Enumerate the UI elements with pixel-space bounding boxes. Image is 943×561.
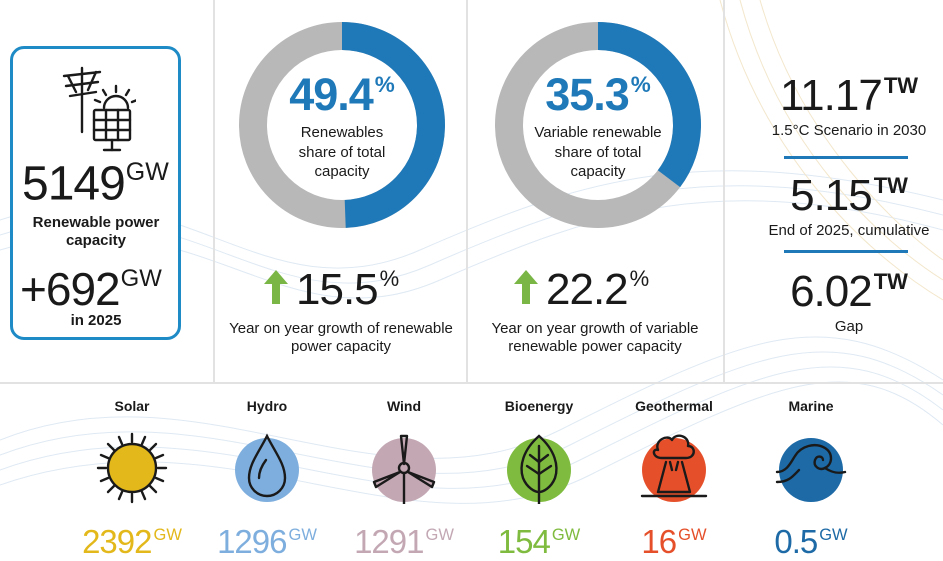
divider-horizontal xyxy=(0,382,943,384)
tech-geothermal: Geothermal 16 GW xyxy=(614,398,734,561)
scenario-target-unit: TW xyxy=(883,72,919,98)
tech-value: 1291 GW xyxy=(344,523,464,561)
target-separator xyxy=(784,250,908,253)
up-arrow-icon xyxy=(264,270,288,304)
current-capacity-number: 5.15 xyxy=(790,171,873,220)
tech-number: 2392 xyxy=(82,523,152,560)
tech-name: Hydro xyxy=(246,398,288,414)
tech-number: 0.5 xyxy=(774,523,818,560)
tech-unit: GW xyxy=(551,525,581,544)
renewables-share-center: 49.4% Renewables share of total capacity xyxy=(262,72,422,182)
capacity-panel xyxy=(10,46,181,340)
tech-wind: Wind 1291 GW xyxy=(344,398,464,561)
tech-hydro: Hydro 1296 GW xyxy=(207,398,327,561)
divider-3 xyxy=(723,0,725,382)
tech-unit: GW xyxy=(678,525,707,544)
added-capacity-unit: GW xyxy=(120,265,162,293)
scenario-target-number: 11.17 xyxy=(779,71,883,120)
capacity-gap-unit: TW xyxy=(873,268,908,294)
renewables-share-donut xyxy=(239,22,445,228)
variable-share-donut xyxy=(495,22,701,228)
variable-growth-number: 22.2 xyxy=(546,265,629,314)
tech-unit: GW xyxy=(425,525,454,544)
water-drop-icon xyxy=(235,433,299,502)
leaf-icon xyxy=(507,434,571,506)
donut-share-arc xyxy=(495,22,701,228)
total-capacity-label: Renewable power capacity xyxy=(32,214,160,249)
divider-1 xyxy=(213,0,215,382)
capacity-gap: 6.02TW Gap xyxy=(756,270,942,336)
tech-value: 16 GW xyxy=(614,523,734,561)
variable-share-unit: % xyxy=(630,72,651,97)
renewables-share-unit: % xyxy=(374,72,395,97)
tech-unit: GW xyxy=(153,525,182,544)
total-capacity-number: 5149 xyxy=(22,157,126,211)
tech-name: Marine xyxy=(788,398,834,414)
tech-unit: GW xyxy=(819,525,848,544)
variable-growth-value: 22.2% xyxy=(512,268,649,312)
renewables-share-number: 49.4 xyxy=(289,69,374,120)
capacity-gap-number: 6.02 xyxy=(790,267,873,316)
tech-number: 154 xyxy=(497,523,551,560)
tech-unit: GW xyxy=(288,525,317,544)
renewables-growth-unit: % xyxy=(379,266,400,292)
added-capacity-value: +692GW xyxy=(20,266,162,312)
renewables-share-label: Renewables share of total capacity xyxy=(298,124,386,180)
renewables-share-value: 49.4% xyxy=(262,72,422,117)
tech-marine: Marine 0.5 GW xyxy=(751,398,871,561)
tech-value: 2392 GW xyxy=(72,523,192,561)
variable-share-center: 35.3% Variable renewable share of total … xyxy=(518,72,678,182)
added-capacity-label: in 2025 xyxy=(70,312,122,329)
variable-growth-unit: % xyxy=(629,266,650,292)
current-capacity-value: 5.15TW xyxy=(756,174,942,218)
total-capacity-value: 5149GW xyxy=(22,160,169,208)
renewables-growth-value: 15.5% xyxy=(262,268,399,312)
tech-name: Bioenergy xyxy=(504,398,574,414)
variable-share-number: 35.3 xyxy=(545,69,630,120)
scenario-target-label: 1.5°C Scenario in 2030 xyxy=(771,122,927,139)
renewables-growth-number: 15.5 xyxy=(296,265,379,314)
tech-number: 1291 xyxy=(354,523,424,560)
total-capacity-unit: GW xyxy=(125,158,169,186)
tech-bioenergy: Bioenergy 154 GW xyxy=(479,398,599,561)
tech-name: Solar xyxy=(114,398,150,414)
divider-2 xyxy=(466,0,468,382)
added-capacity-number: +692 xyxy=(20,263,121,315)
tech-solar: Solar 2392 GW xyxy=(72,398,192,561)
current-capacity-unit: TW xyxy=(873,172,908,198)
current-capacity: 5.15TW End of 2025, cumulative xyxy=(756,174,942,240)
target-separator xyxy=(784,156,908,159)
donut-share-arc xyxy=(239,22,445,228)
volcano-icon xyxy=(640,434,708,502)
up-arrow-icon xyxy=(514,270,538,304)
sun-icon xyxy=(96,432,168,504)
grid-solar-icon xyxy=(62,66,136,152)
tech-value: 1296 GW xyxy=(207,523,327,561)
tech-name: Geothermal xyxy=(635,398,713,414)
renewables-growth-label: Year on year growth of renewable power c… xyxy=(229,320,453,355)
current-capacity-label: End of 2025, cumulative xyxy=(768,222,930,239)
tech-name: Wind xyxy=(386,398,422,414)
scenario-target-value: 11.17TW xyxy=(756,74,942,118)
variable-share-value: 35.3% xyxy=(518,72,678,117)
variable-growth-label: Year on year growth of variable renewabl… xyxy=(491,320,699,355)
scenario-target: 11.17TW 1.5°C Scenario in 2030 xyxy=(756,74,942,140)
tech-number: 1296 xyxy=(217,523,287,560)
tech-value: 154 GW xyxy=(479,523,599,561)
capacity-gap-label: Gap xyxy=(834,318,864,335)
tech-number: 16 xyxy=(641,523,677,560)
wave-icon xyxy=(775,438,847,502)
wind-turbine-icon xyxy=(372,434,436,504)
variable-share-label: Variable renewable share of total capaci… xyxy=(534,124,662,180)
capacity-gap-value: 6.02TW xyxy=(756,270,942,314)
tech-value: 0.5 GW xyxy=(751,523,871,561)
